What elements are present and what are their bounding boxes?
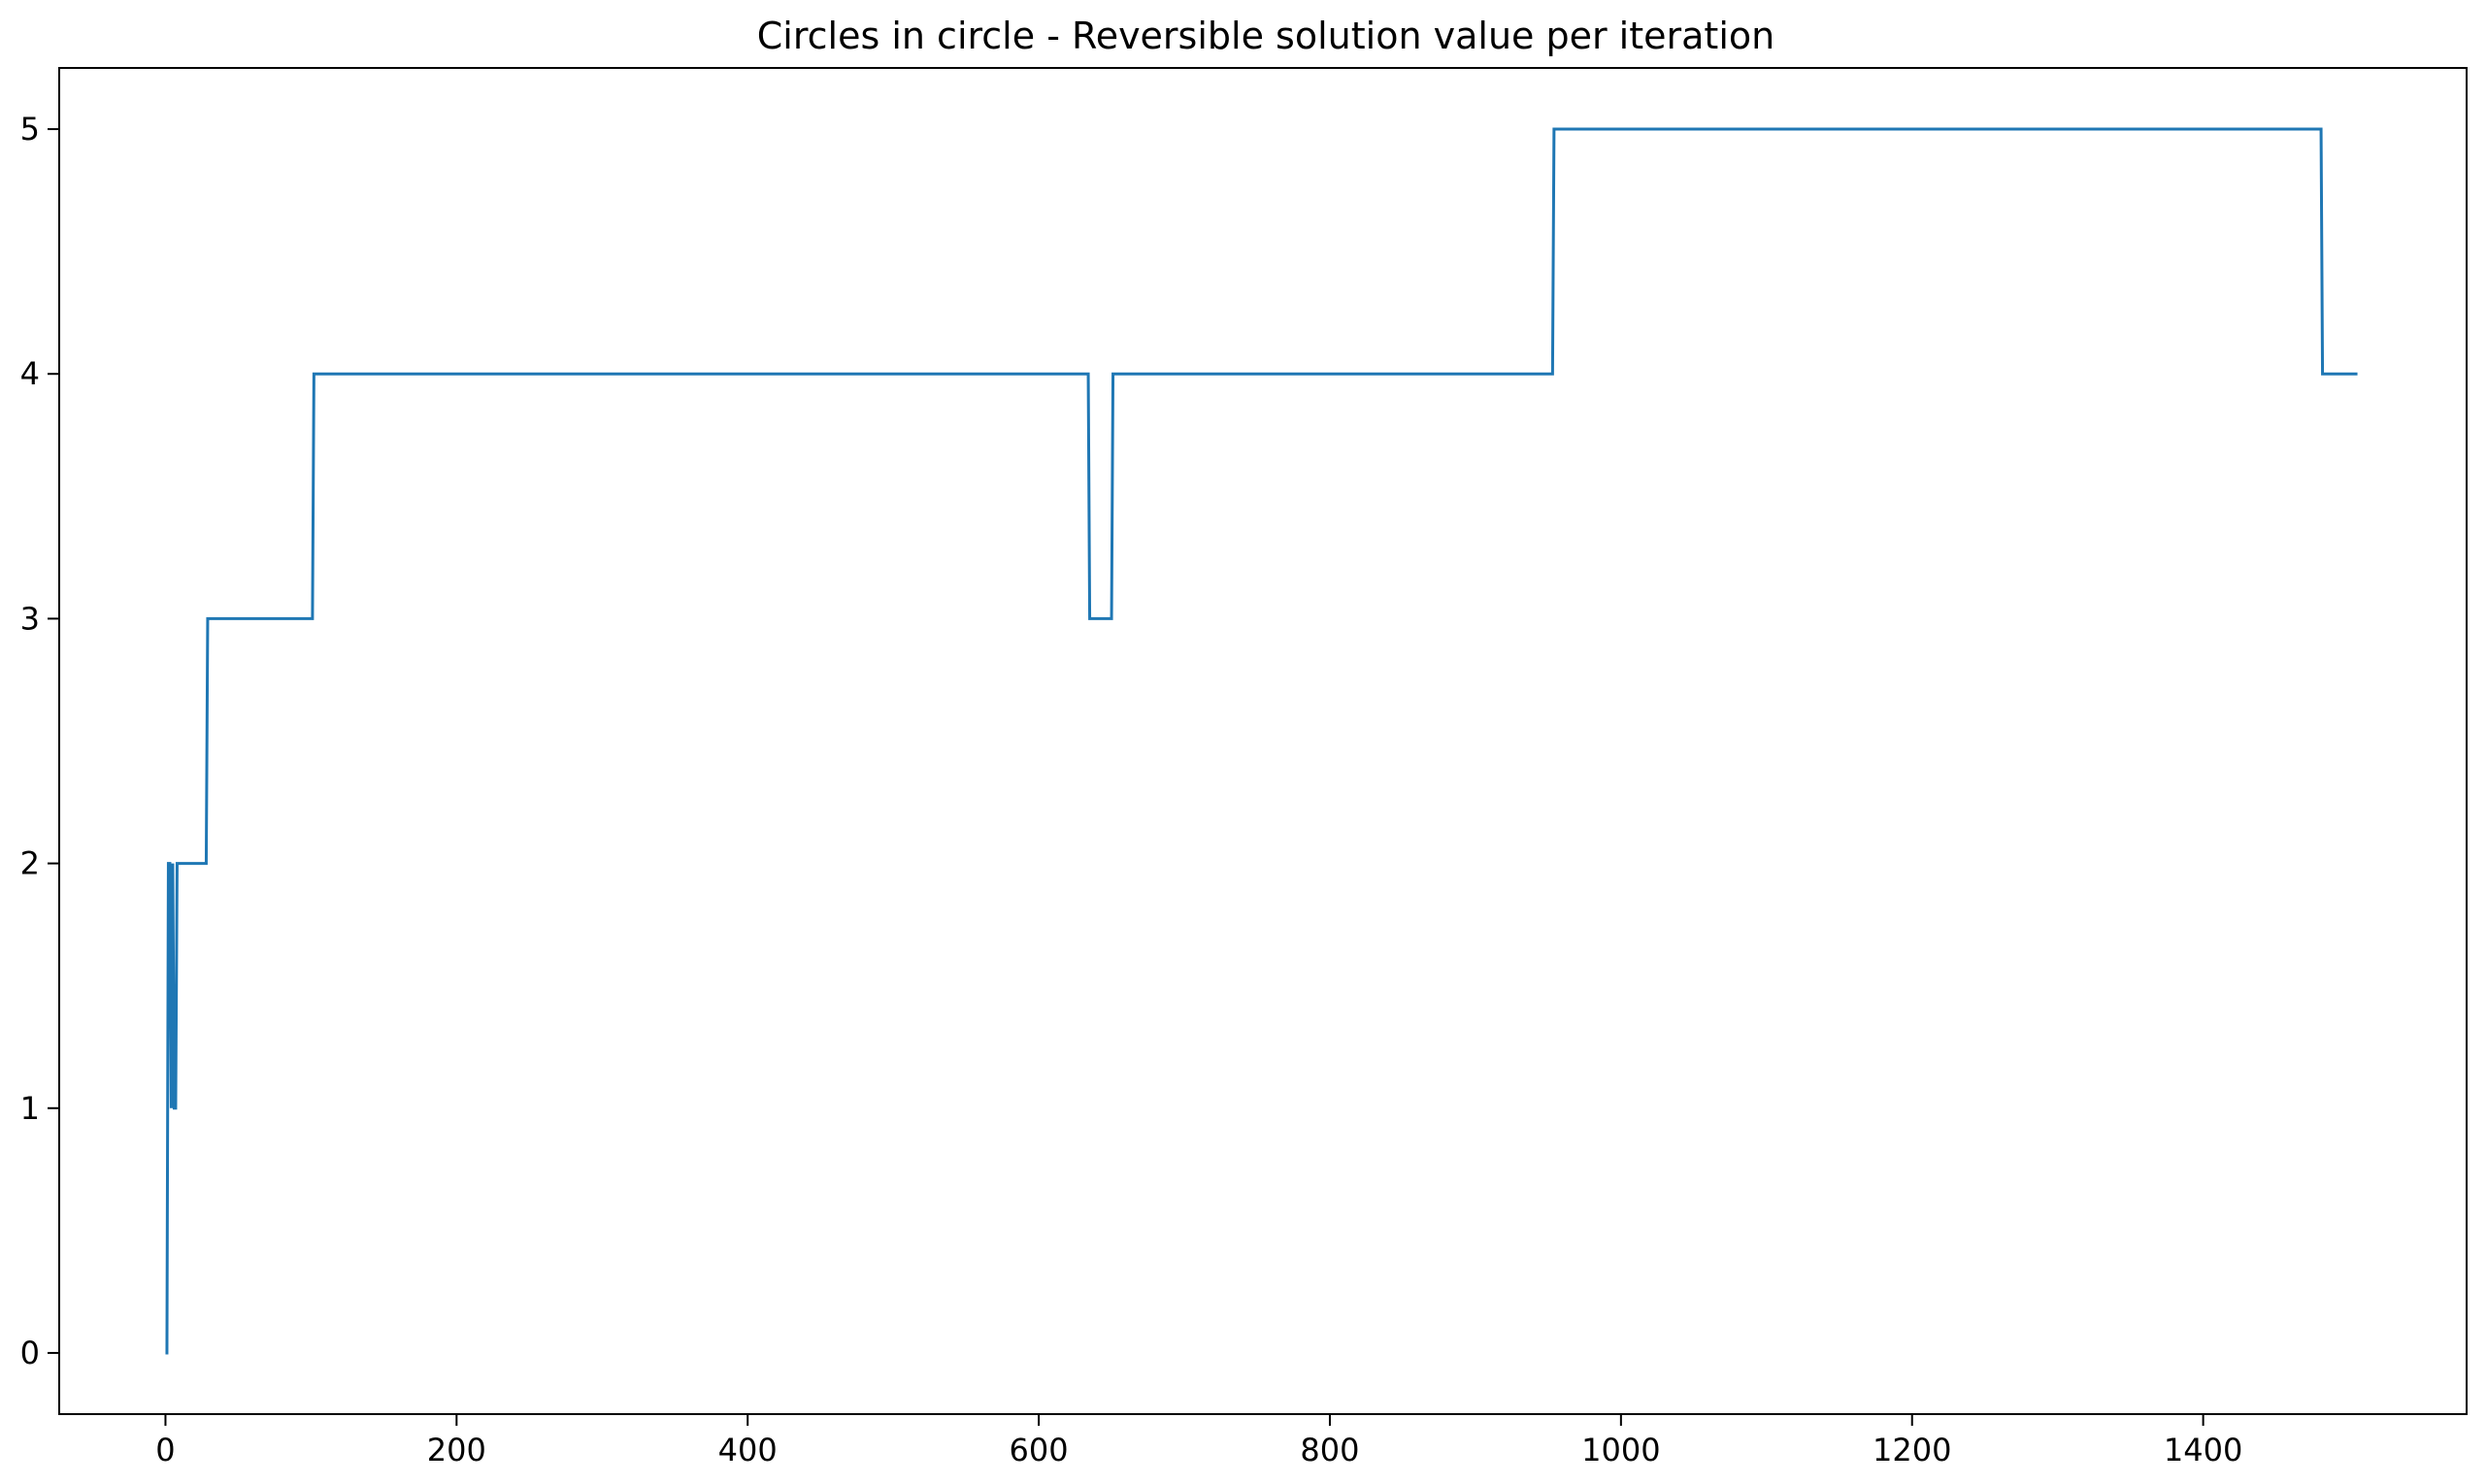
- x-tick-label: 1200: [1873, 1432, 1951, 1468]
- y-tick-label: 4: [20, 355, 40, 392]
- plot-frame: [58, 67, 2468, 1415]
- y-tick-label: 5: [20, 111, 40, 148]
- x-tick-label: 200: [427, 1432, 486, 1468]
- y-tick-label: 1: [20, 1090, 40, 1127]
- chart-title: Circles in circle - Reversible solution …: [757, 15, 1774, 57]
- plot-area: 0 200 400 600 800 1000 1200 1400 0 1 2 3 4 5: [20, 67, 2468, 1468]
- x-axis: 0 200 400 600 800 1000 1200 1400: [155, 1414, 2242, 1468]
- x-tick-label: 1400: [2164, 1432, 2242, 1468]
- x-tick-label: 0: [155, 1432, 175, 1468]
- x-tick-label: 600: [1010, 1432, 1069, 1468]
- y-axis: 0 1 2 3 4 5: [20, 111, 59, 1371]
- y-tick-label: 3: [20, 600, 40, 637]
- series-line: [165, 127, 2358, 1355]
- y-tick-label: 2: [20, 845, 40, 882]
- x-tick-label: 400: [718, 1432, 778, 1468]
- y-tick-label: 0: [20, 1335, 40, 1371]
- x-tick-label: 800: [1300, 1432, 1359, 1468]
- x-tick-label: 1000: [1581, 1432, 1660, 1468]
